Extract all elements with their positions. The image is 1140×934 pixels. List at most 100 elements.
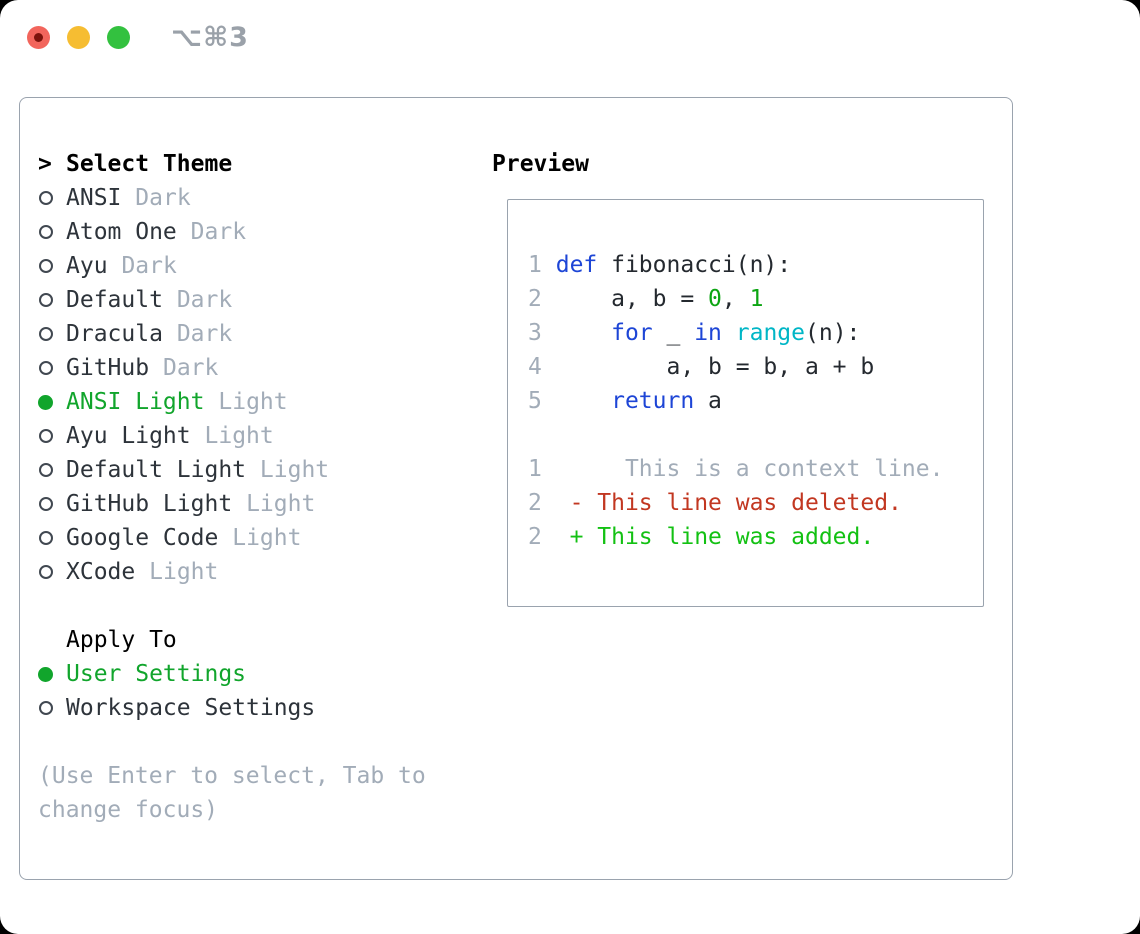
zoom-button[interactable] [107, 25, 130, 49]
theme-option[interactable]: ANSI Light Light [38, 385, 492, 419]
theme-variant-badge: Light [204, 423, 274, 449]
radio-icon [38, 361, 53, 375]
line-number: 5 [528, 388, 542, 414]
theme-name: Ayu [66, 253, 108, 279]
code-token: def [555, 252, 598, 278]
radio-icon [38, 429, 53, 443]
radio-icon [38, 701, 53, 715]
minimize-button[interactable] [67, 25, 90, 49]
theme-name: GitHub Light [66, 491, 233, 517]
code-token: range [735, 320, 806, 346]
theme-list-title: Select Theme [66, 151, 233, 177]
code-token: a, b = [555, 286, 709, 312]
code-token: , [721, 286, 750, 312]
theme-variant-badge: Dark [162, 355, 219, 381]
code-token: a, b = b, a + b [555, 354, 875, 380]
radio-marker [38, 293, 66, 307]
theme-option[interactable]: Default Dark [38, 283, 492, 317]
theme-option[interactable]: XCode Light [38, 555, 492, 589]
close-button[interactable] [27, 25, 50, 49]
line-number: 3 [528, 320, 542, 346]
spacer [38, 589, 492, 623]
radio-marker [38, 225, 66, 239]
theme-option[interactable]: Ayu Dark [38, 249, 492, 283]
theme-variant-badge: Light [259, 457, 330, 483]
titlebar: ⌥⌘3 [0, 0, 1140, 74]
line-number: 1 [528, 252, 542, 278]
theme-name: ANSI Light [66, 389, 205, 415]
hint-text: (Use Enter to select, Tab to change focu… [38, 763, 426, 823]
apply-to-title: Apply To [66, 627, 177, 653]
radio-marker [38, 531, 66, 545]
radio-icon [38, 463, 53, 477]
theme-option[interactable]: Default Light Light [38, 453, 492, 487]
code-token: + This line was added. [555, 524, 875, 550]
theme-variant-badge: Light [218, 389, 288, 415]
theme-variant-badge: Dark [135, 185, 191, 211]
code-token [556, 388, 611, 414]
code-line: 4 a, b = b, a + b [528, 350, 983, 384]
code-token: 1 [749, 286, 764, 312]
theme-name: Google Code [66, 525, 219, 551]
theme-option[interactable]: Google Code Light [38, 521, 492, 555]
spacer [38, 725, 492, 759]
radio-marker [38, 565, 66, 579]
theme-name: Default Light [66, 457, 247, 483]
theme-variant-badge: Light [232, 525, 302, 551]
apply-option[interactable]: User Settings [38, 657, 492, 691]
theme-variant-badge: Light [246, 491, 316, 517]
theme-option[interactable]: ANSI Dark [38, 181, 492, 215]
code-line: 5 return a [528, 384, 983, 418]
theme-option[interactable]: Dracula Dark [38, 317, 492, 351]
code-line: 2 + This line was added. [528, 520, 983, 554]
code-line: 3 for _ in range(n): [528, 316, 983, 350]
radio-marker [38, 701, 66, 715]
theme-option[interactable]: GitHub Light Light [38, 487, 492, 521]
code-line: 2 a, b = 0, 1 [528, 282, 983, 316]
preview-column: Preview 1 def fibonacci(n): 2 a, b = 0, 1… [492, 147, 1012, 879]
line-number: 1 [528, 456, 542, 482]
code-token: a [694, 388, 722, 414]
code-token: in [694, 320, 722, 346]
theme-name: Ayu Light [66, 423, 191, 449]
code-token: - This line was deleted. [555, 490, 902, 516]
prompt-caret-icon: > [38, 151, 52, 177]
theme-variant-badge: Dark [190, 219, 247, 245]
theme-option[interactable]: Atom One Dark [38, 215, 492, 249]
radio-marker [38, 666, 66, 682]
radio-selected-icon [38, 394, 53, 410]
theme-name: ANSI [66, 185, 122, 211]
theme-option[interactable]: Ayu Light Light [38, 419, 492, 453]
window-shortcut-label: ⌥⌘3 [171, 21, 249, 53]
code-line: 1 def fibonacci(n): [528, 248, 983, 282]
apply-option-label: User Settings [66, 661, 247, 687]
radio-marker [38, 429, 66, 443]
theme-list: ANSI Dark Atom One Dark Ayu Dark Default Dark Dr… [38, 181, 492, 589]
radio-marker [38, 394, 66, 410]
code-token: return [611, 388, 695, 414]
code-token: fibonacci(n): [597, 252, 792, 278]
line-number: 2 [528, 286, 542, 312]
radio-icon [38, 259, 53, 273]
close-dot-icon [34, 32, 43, 42]
code-token [722, 320, 736, 346]
radio-icon [38, 497, 53, 511]
code-token: (n): [805, 320, 861, 346]
line-number: 2 [528, 524, 542, 550]
radio-icon [38, 191, 53, 205]
theme-selector-column: > Select Theme ANSI Dark Atom One Dark Ayu Da… [38, 147, 492, 879]
radio-marker [38, 191, 66, 205]
main-panel: > Select Theme ANSI Dark Atom One Dark Ayu Da… [19, 97, 1013, 880]
theme-option[interactable]: GitHub Dark [38, 351, 492, 385]
radio-icon [38, 565, 53, 579]
code-line: 1 This is a context line. [528, 452, 983, 486]
radio-selected-icon [38, 666, 53, 682]
code-token: for [611, 320, 653, 346]
theme-name: Default [66, 287, 163, 313]
radio-marker [38, 463, 66, 477]
apply-option-label: Workspace Settings [66, 695, 316, 721]
apply-option[interactable]: Workspace Settings [38, 691, 492, 725]
code-token: This is a context line. [555, 456, 944, 482]
